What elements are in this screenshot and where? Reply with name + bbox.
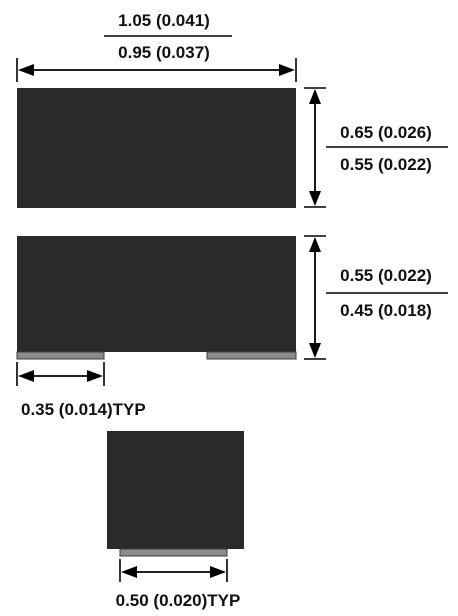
height-dimension: 0.55 (0.022) 0.45 (0.018) xyxy=(304,235,448,360)
end-view-component-body xyxy=(107,431,244,549)
side-view-right-terminal xyxy=(206,351,297,360)
length-max-label: 1.05 (0.041) xyxy=(118,11,210,30)
top-view-component-body xyxy=(17,88,296,208)
terminal-length-label: 0.35 (0.014)TYP xyxy=(21,400,146,419)
terminal-length-right-arrowhead xyxy=(87,370,103,382)
width-dimension: 0.65 (0.026) 0.55 (0.022) xyxy=(304,87,448,208)
terminal-length-dimension: 0.35 (0.014)TYP xyxy=(16,362,146,419)
length-left-arrowhead xyxy=(18,64,34,76)
side-view-component-body xyxy=(17,236,296,352)
terminal-length-left-arrowhead xyxy=(18,370,34,382)
height-top-arrowhead xyxy=(309,237,321,252)
height-min-label: 0.45 (0.018) xyxy=(340,301,432,320)
width-bottom-arrowhead xyxy=(309,191,321,206)
width-min-label: 0.55 (0.022) xyxy=(340,155,432,174)
width-max-label: 0.65 (0.026) xyxy=(340,123,432,142)
terminal-width-label: 0.50 (0.020)TYP xyxy=(116,591,241,610)
terminal-width-right-arrowhead xyxy=(210,566,226,578)
length-min-label: 0.95 (0.037) xyxy=(118,43,210,62)
terminal-width-left-arrowhead xyxy=(121,566,137,578)
width-top-arrowhead xyxy=(309,89,321,104)
height-max-label: 0.55 (0.022) xyxy=(340,266,432,285)
height-bottom-arrowhead xyxy=(309,343,321,358)
length-dimension: 1.05 (0.041) 0.95 (0.037) xyxy=(16,11,297,82)
length-right-arrowhead xyxy=(279,64,295,76)
end-view-terminal xyxy=(119,548,228,557)
side-view-left-terminal xyxy=(16,351,105,360)
terminal-width-dimension: 0.50 (0.020)TYP xyxy=(116,559,241,610)
